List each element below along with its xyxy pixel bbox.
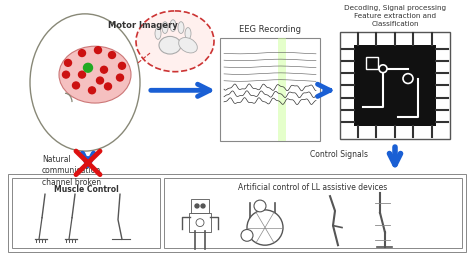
Ellipse shape xyxy=(179,38,197,54)
Circle shape xyxy=(117,75,124,82)
Ellipse shape xyxy=(59,47,131,104)
Circle shape xyxy=(84,65,91,72)
Circle shape xyxy=(79,72,85,79)
Text: Motor Imagery: Motor Imagery xyxy=(108,21,178,30)
Circle shape xyxy=(109,52,116,59)
Circle shape xyxy=(100,67,108,74)
Ellipse shape xyxy=(170,21,176,32)
FancyBboxPatch shape xyxy=(354,46,436,126)
FancyBboxPatch shape xyxy=(366,58,378,70)
Circle shape xyxy=(63,72,70,79)
Text: Control Signals: Control Signals xyxy=(310,150,368,158)
Ellipse shape xyxy=(136,12,214,72)
Ellipse shape xyxy=(185,28,191,40)
FancyBboxPatch shape xyxy=(220,39,320,142)
Circle shape xyxy=(64,60,72,67)
Circle shape xyxy=(97,78,103,85)
FancyBboxPatch shape xyxy=(191,199,209,213)
FancyBboxPatch shape xyxy=(189,213,211,232)
Text: Natural
communication
channel broken: Natural communication channel broken xyxy=(42,154,101,186)
Circle shape xyxy=(403,74,413,84)
Circle shape xyxy=(89,88,95,94)
FancyBboxPatch shape xyxy=(164,178,462,248)
FancyBboxPatch shape xyxy=(278,39,286,142)
Ellipse shape xyxy=(155,28,161,40)
Circle shape xyxy=(118,63,126,70)
Text: Muscle Control: Muscle Control xyxy=(54,185,118,194)
FancyBboxPatch shape xyxy=(8,174,466,252)
Circle shape xyxy=(79,51,85,57)
Circle shape xyxy=(241,230,253,241)
Text: Artificial control of LL assistive devices: Artificial control of LL assistive devic… xyxy=(238,183,388,192)
Circle shape xyxy=(195,204,199,208)
Text: EEG Recording: EEG Recording xyxy=(239,25,301,34)
Circle shape xyxy=(201,204,205,208)
Circle shape xyxy=(73,83,80,89)
FancyBboxPatch shape xyxy=(12,178,160,248)
Circle shape xyxy=(104,84,111,90)
FancyBboxPatch shape xyxy=(340,32,450,140)
Ellipse shape xyxy=(30,15,140,151)
Ellipse shape xyxy=(178,23,184,34)
Circle shape xyxy=(247,210,283,245)
Text: Decoding, Signal processing
Feature extraction and
Classification: Decoding, Signal processing Feature extr… xyxy=(344,5,446,26)
Circle shape xyxy=(83,64,92,73)
Circle shape xyxy=(94,47,101,54)
Circle shape xyxy=(379,66,387,73)
Ellipse shape xyxy=(159,37,181,55)
Ellipse shape xyxy=(162,23,168,34)
Circle shape xyxy=(196,219,204,227)
Circle shape xyxy=(254,200,266,212)
